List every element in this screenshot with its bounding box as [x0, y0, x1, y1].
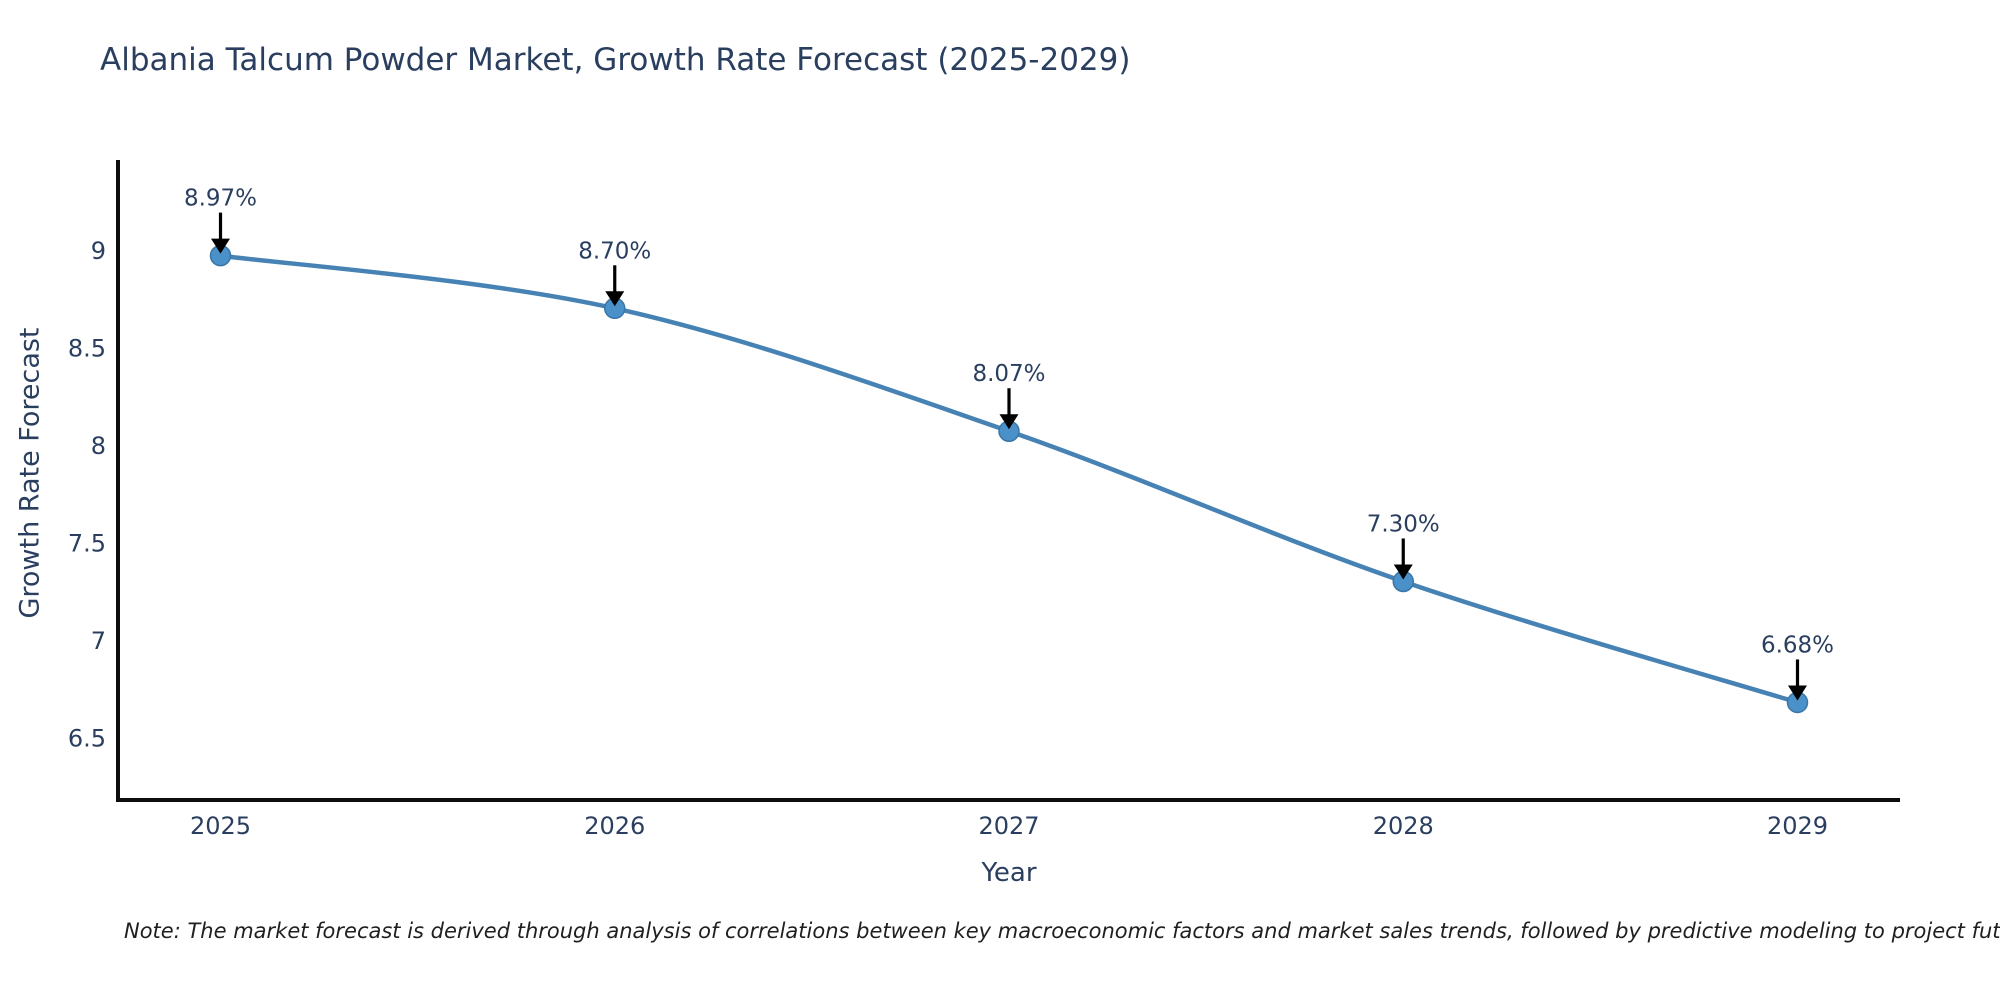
point-value-label: 8.97% — [184, 186, 257, 212]
footnote: Note: The market forecast is derived thr… — [124, 919, 2000, 943]
chart-title: Albania Talcum Powder Market, Growth Rat… — [100, 42, 1131, 78]
point-value-label: 7.30% — [1367, 511, 1440, 537]
x-tick-label: 2028 — [1373, 812, 1434, 840]
series-line — [220, 253, 1799, 705]
x-tick-label: 2025 — [190, 812, 251, 840]
point-value-label: 6.68% — [1761, 632, 1834, 658]
y-tick-label: 7 — [91, 627, 106, 655]
y-tick-label: 8 — [91, 432, 106, 460]
point-value-label: 8.70% — [578, 238, 651, 264]
x-axis-title: Year — [981, 858, 1037, 888]
y-tick-label: 8.5 — [68, 334, 106, 362]
annotation-arrowhead-icon — [1787, 685, 1807, 701]
y-tick-label: 9 — [91, 237, 106, 265]
point-value-label: 8.07% — [972, 361, 1045, 387]
annotation-arrowhead-icon — [605, 291, 625, 307]
y-tick-label: 7.5 — [68, 529, 106, 557]
annotation-arrowhead-icon — [999, 414, 1019, 430]
x-tick-label: 2026 — [584, 812, 645, 840]
annotation-arrowhead-icon — [211, 238, 231, 254]
x-tick-label: 2029 — [1767, 812, 1828, 840]
x-tick-label: 2027 — [978, 812, 1039, 840]
y-tick-label: 6.5 — [68, 725, 106, 753]
annotation-arrowhead-icon — [1393, 564, 1413, 580]
